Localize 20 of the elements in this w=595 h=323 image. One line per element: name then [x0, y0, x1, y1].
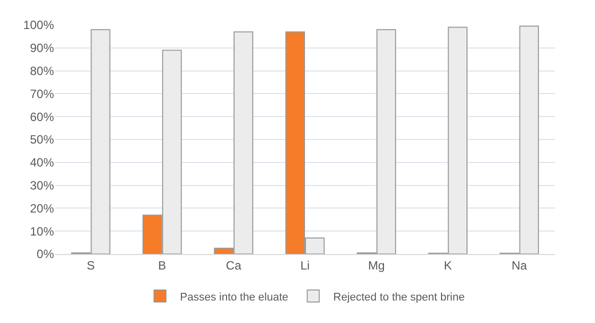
y-tick-label: 60% — [30, 110, 54, 124]
y-tick-label: 0% — [36, 247, 54, 262]
y-tick-label: 90% — [30, 41, 54, 56]
y-tick-label: 40% — [30, 156, 54, 170]
y-tick-label: 30% — [30, 178, 54, 192]
legend-label: Passes into the eluate — [180, 291, 288, 304]
x-tick-label: S — [86, 258, 95, 272]
y-tick-label: 70% — [30, 86, 54, 101]
x-tick-label: Ca — [226, 258, 242, 272]
y-tick-label: 10% — [30, 224, 54, 238]
legend-label: Rejected to the spent brine — [333, 291, 465, 304]
y-tick-label: 50% — [30, 132, 54, 147]
x-tick-label: B — [158, 258, 166, 272]
x-tick-label: Mg — [368, 258, 385, 272]
y-tick-label: 20% — [30, 201, 54, 216]
x-tick-label: Na — [512, 258, 528, 272]
y-tick-label: 80% — [30, 64, 54, 78]
x-tick-label: Li — [300, 258, 310, 272]
x-tick-label: K — [444, 258, 452, 272]
y-tick-label: 100% — [23, 18, 54, 32]
